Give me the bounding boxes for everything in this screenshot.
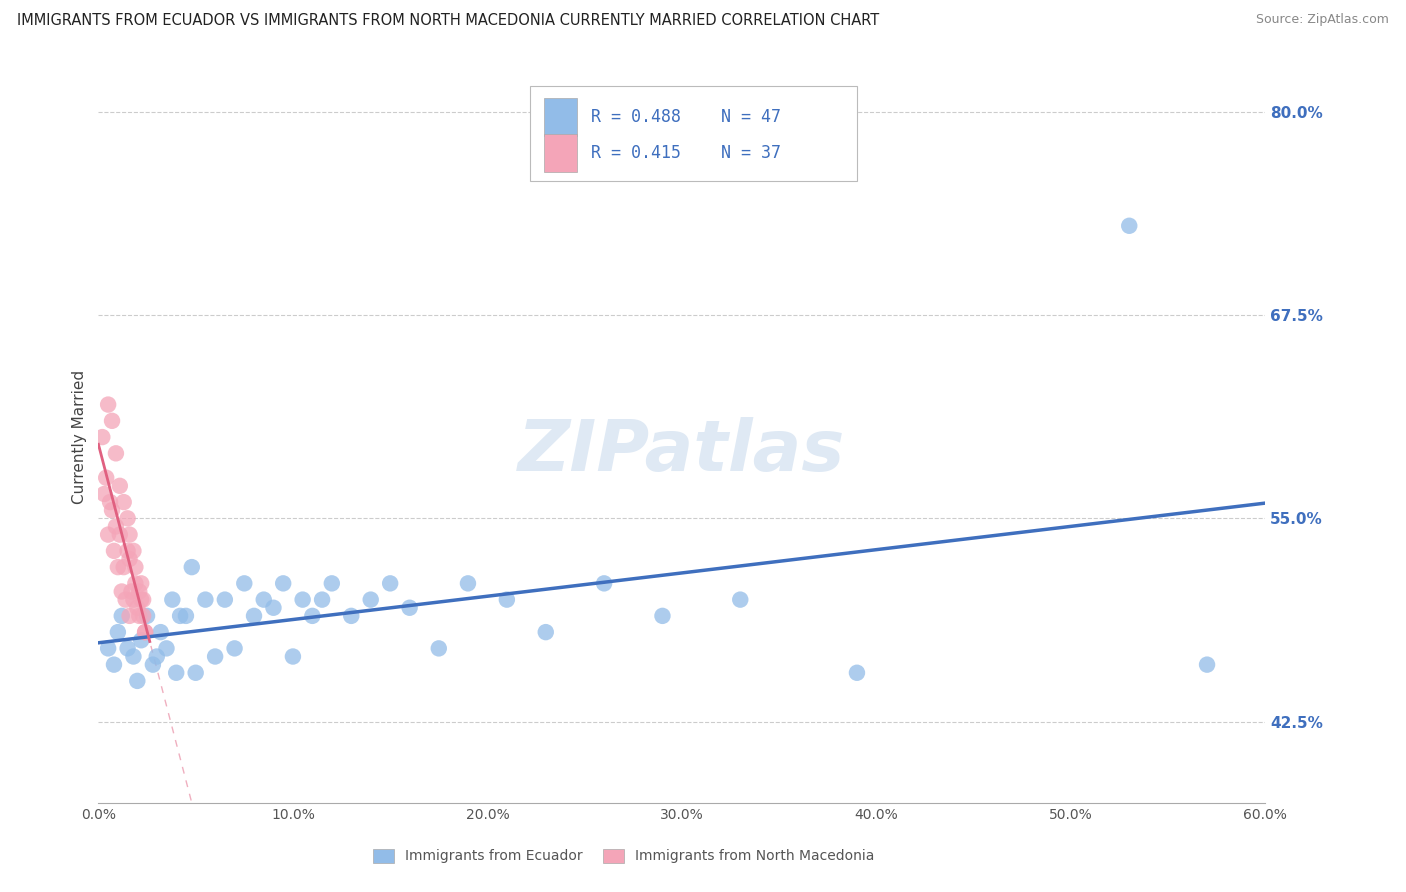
- Immigrants from Ecuador: [117, 641, 139, 656]
- Immigrants from Ecuador: [111, 608, 134, 623]
- Immigrants from Ecuador: [593, 576, 616, 591]
- Immigrants from Ecuador: [127, 673, 149, 688]
- Immigrants from Ecuador: [129, 633, 152, 648]
- Immigrants from North Macedonia: [104, 446, 127, 460]
- Immigrants from North Macedonia: [132, 608, 155, 623]
- Immigrants from North Macedonia: [129, 592, 152, 607]
- Immigrants from Ecuador: [340, 608, 363, 623]
- Immigrants from North Macedonia: [124, 560, 146, 574]
- Immigrants from Ecuador: [311, 592, 333, 607]
- Immigrants from Ecuador: [97, 641, 120, 656]
- Immigrants from Ecuador: [149, 625, 172, 640]
- Immigrants from North Macedonia: [117, 511, 139, 525]
- Legend: Immigrants from Ecuador, Immigrants from North Macedonia: Immigrants from Ecuador, Immigrants from…: [367, 843, 880, 869]
- Immigrants from Ecuador: [214, 592, 236, 607]
- Immigrants from Ecuador: [457, 576, 479, 591]
- Immigrants from Ecuador: [427, 641, 450, 656]
- Immigrants from North Macedonia: [132, 592, 155, 607]
- Immigrants from Ecuador: [1195, 657, 1218, 672]
- Immigrants from Ecuador: [122, 649, 145, 664]
- Immigrants from North Macedonia: [101, 414, 124, 428]
- Immigrants from Ecuador: [146, 649, 169, 664]
- Immigrants from North Macedonia: [114, 592, 136, 607]
- Immigrants from North Macedonia: [91, 430, 114, 444]
- Immigrants from North Macedonia: [128, 584, 150, 599]
- Immigrants from Ecuador: [301, 608, 323, 623]
- FancyBboxPatch shape: [530, 86, 858, 181]
- Immigrants from Ecuador: [184, 665, 207, 680]
- Immigrants from Ecuador: [730, 592, 752, 607]
- Immigrants from Ecuador: [142, 657, 165, 672]
- Immigrants from North Macedonia: [97, 527, 120, 541]
- Immigrants from North Macedonia: [103, 544, 125, 558]
- Immigrants from Ecuador: [107, 625, 129, 640]
- Immigrants from Ecuador: [136, 608, 159, 623]
- Immigrants from Ecuador: [496, 592, 519, 607]
- Immigrants from North Macedonia: [127, 600, 149, 615]
- Immigrants from Ecuador: [651, 608, 673, 623]
- Immigrants from Ecuador: [169, 608, 191, 623]
- Text: R = 0.488    N = 47: R = 0.488 N = 47: [591, 108, 780, 126]
- Immigrants from Ecuador: [291, 592, 314, 607]
- Immigrants from North Macedonia: [108, 479, 131, 493]
- Immigrants from North Macedonia: [122, 544, 145, 558]
- Y-axis label: Currently Married: Currently Married: [72, 370, 87, 504]
- Immigrants from Ecuador: [162, 592, 184, 607]
- Immigrants from Ecuador: [534, 625, 557, 640]
- Immigrants from North Macedonia: [97, 398, 120, 412]
- Immigrants from Ecuador: [165, 665, 187, 680]
- Immigrants from North Macedonia: [108, 527, 131, 541]
- Immigrants from Ecuador: [398, 600, 420, 615]
- Immigrants from Ecuador: [194, 592, 217, 607]
- FancyBboxPatch shape: [544, 135, 576, 172]
- Immigrants from Ecuador: [262, 600, 284, 615]
- Immigrants from North Macedonia: [98, 495, 121, 509]
- Immigrants from North Macedonia: [112, 560, 135, 574]
- Text: Source: ZipAtlas.com: Source: ZipAtlas.com: [1256, 13, 1389, 27]
- Text: IMMIGRANTS FROM ECUADOR VS IMMIGRANTS FROM NORTH MACEDONIA CURRENTLY MARRIED COR: IMMIGRANTS FROM ECUADOR VS IMMIGRANTS FR…: [17, 13, 879, 29]
- Immigrants from North Macedonia: [104, 519, 127, 533]
- Immigrants from Ecuador: [360, 592, 382, 607]
- Immigrants from North Macedonia: [134, 625, 156, 640]
- Immigrants from North Macedonia: [93, 487, 115, 501]
- Immigrants from Ecuador: [155, 641, 177, 656]
- Immigrants from Ecuador: [243, 608, 266, 623]
- Immigrants from Ecuador: [271, 576, 294, 591]
- Immigrants from North Macedonia: [111, 584, 134, 599]
- Immigrants from Ecuador: [180, 560, 202, 574]
- Immigrants from North Macedonia: [118, 527, 141, 541]
- Immigrants from Ecuador: [281, 649, 304, 664]
- Immigrants from Ecuador: [103, 657, 125, 672]
- Text: ZIPatlas: ZIPatlas: [519, 417, 845, 486]
- Immigrants from North Macedonia: [122, 592, 145, 607]
- Immigrants from North Macedonia: [121, 584, 143, 599]
- Immigrants from North Macedonia: [96, 471, 118, 485]
- Immigrants from Ecuador: [253, 592, 276, 607]
- Immigrants from North Macedonia: [129, 576, 152, 591]
- Immigrants from Ecuador: [846, 665, 869, 680]
- Immigrants from Ecuador: [1118, 219, 1140, 233]
- Immigrants from North Macedonia: [118, 552, 141, 566]
- Text: R = 0.415    N = 37: R = 0.415 N = 37: [591, 145, 780, 162]
- Immigrants from Ecuador: [204, 649, 226, 664]
- Immigrants from North Macedonia: [128, 608, 150, 623]
- Immigrants from North Macedonia: [112, 495, 135, 509]
- Immigrants from Ecuador: [321, 576, 343, 591]
- Immigrants from North Macedonia: [118, 608, 141, 623]
- Immigrants from North Macedonia: [101, 503, 124, 517]
- Immigrants from North Macedonia: [107, 560, 129, 574]
- Immigrants from North Macedonia: [124, 576, 146, 591]
- Immigrants from Ecuador: [380, 576, 402, 591]
- Immigrants from Ecuador: [174, 608, 197, 623]
- Immigrants from North Macedonia: [134, 625, 156, 640]
- FancyBboxPatch shape: [544, 98, 576, 136]
- Immigrants from North Macedonia: [117, 544, 139, 558]
- Immigrants from Ecuador: [224, 641, 246, 656]
- Immigrants from Ecuador: [233, 576, 256, 591]
